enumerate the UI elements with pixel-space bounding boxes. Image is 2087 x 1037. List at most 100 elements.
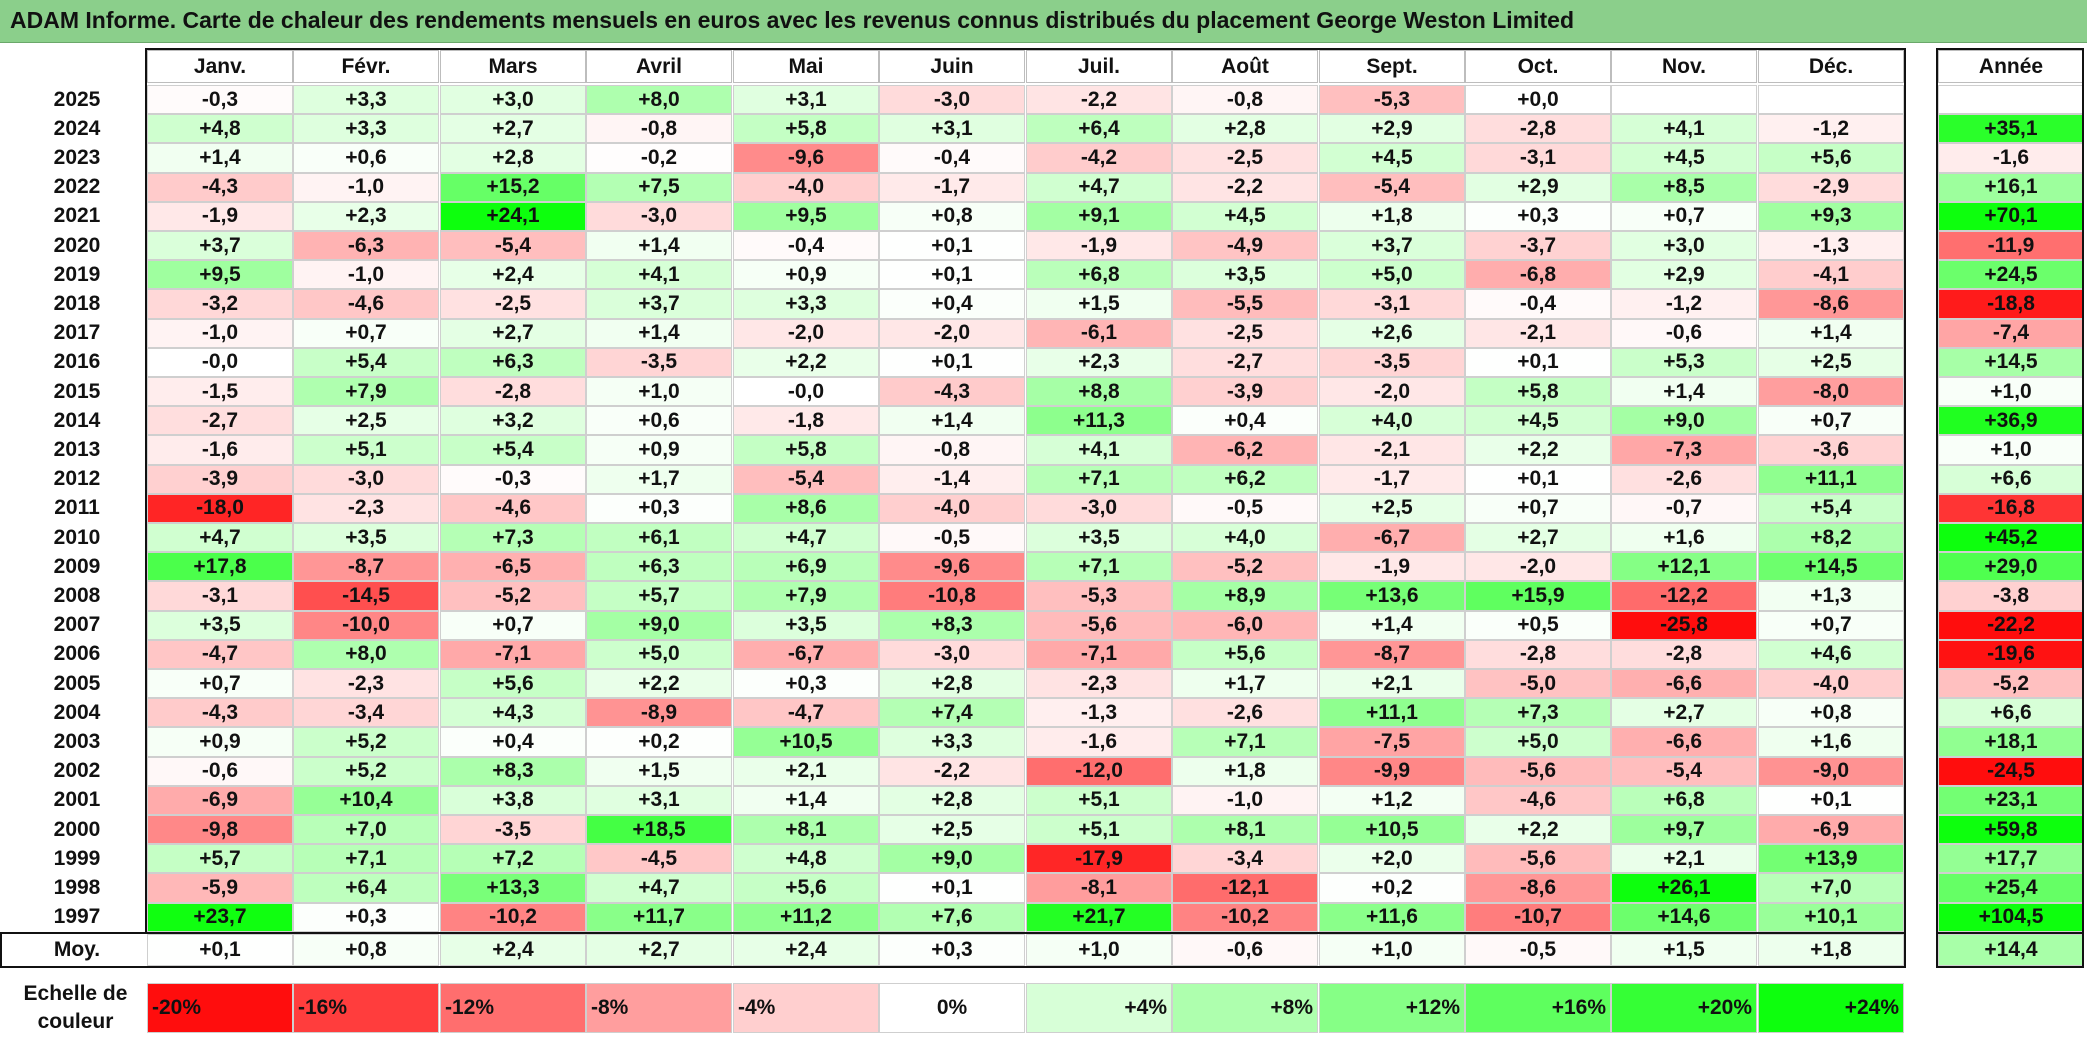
heatmap-cell: +3,0 (440, 85, 586, 115)
heatmap-cell: -8,0 (1758, 377, 1904, 407)
heatmap-cell: -2,8 (440, 377, 586, 407)
annual-cell: +29,0 (1938, 552, 2084, 582)
heatmap-cell: +2,2 (1465, 435, 1611, 465)
annual-cell: +6,6 (1938, 464, 2084, 494)
heatmap-cell: -4,9 (1172, 231, 1318, 261)
heatmap-cell: +2,1 (1611, 844, 1757, 874)
heatmap-cell: -2,1 (1465, 318, 1611, 348)
heatmap-cell: +4,7 (1026, 172, 1172, 202)
heatmap-cell: +4,5 (1465, 406, 1611, 436)
heatmap-cell: -5,2 (440, 581, 586, 611)
heatmap-cell: -8,6 (1465, 873, 1611, 903)
heatmap-cell: -3,5 (1319, 347, 1465, 377)
annual-cell: -7,4 (1938, 318, 2084, 348)
heatmap-cell: -1,9 (1319, 552, 1465, 582)
heatmap-cell: -3,1 (1319, 289, 1465, 319)
month-header: Juin (879, 50, 1025, 83)
annual-cell: -5,2 (1938, 669, 2084, 699)
heatmap-cell: +7,1 (293, 844, 439, 874)
heatmap-cell: +3,1 (879, 114, 1025, 144)
year-label: 2010 (10, 523, 144, 553)
heatmap-cell: +1,4 (1611, 377, 1757, 407)
heatmap-cell: -1,3 (1758, 231, 1904, 261)
heatmap-cell: -4,5 (586, 844, 732, 874)
heatmap-cell: +5,6 (1172, 639, 1318, 669)
heatmap-cell: +0,7 (1465, 493, 1611, 523)
heatmap-cell: -2,2 (879, 756, 1025, 786)
heatmap-cell: -0,4 (879, 143, 1025, 173)
heatmap-cell: -1,9 (1026, 231, 1172, 261)
average-cell: +1,0 (1026, 934, 1172, 966)
heatmap-cell: +0,1 (879, 873, 1025, 903)
heatmap-cell: +7,2 (440, 844, 586, 874)
heatmap-cell: +3,1 (586, 785, 732, 815)
heatmap-cell: -3,5 (440, 815, 586, 845)
heatmap-cell: +1,8 (1172, 756, 1318, 786)
heatmap-cell: +24,1 (440, 201, 586, 231)
heatmap-cell: +2,3 (293, 201, 439, 231)
heatmap-cell: +5,3 (1611, 347, 1757, 377)
heatmap-cell: +2,3 (1026, 347, 1172, 377)
average-cell: +2,4 (440, 934, 586, 966)
year-label: 2001 (10, 785, 144, 815)
scale-cell: +24% (1758, 983, 1904, 1033)
heatmap-cell: -1,0 (147, 318, 293, 348)
heatmap-cell: +8,0 (293, 639, 439, 669)
heatmap-cell: -5,6 (1026, 610, 1172, 640)
heatmap-cell: -3,4 (1172, 844, 1318, 874)
annual-cell: +6,6 (1938, 698, 2084, 728)
heatmap-cell: -2,3 (293, 669, 439, 699)
heatmap-cell: +5,0 (586, 639, 732, 669)
heatmap-cell: +4,5 (1172, 201, 1318, 231)
heatmap-cell: +17,8 (147, 552, 293, 582)
month-header: Nov. (1611, 50, 1757, 83)
heatmap-cell: +3,5 (1172, 260, 1318, 290)
heatmap-cell: +0,4 (879, 289, 1025, 319)
heatmap-cell: +4,1 (1611, 114, 1757, 144)
year-label: 2002 (10, 756, 144, 786)
month-header: Janv. (147, 50, 293, 83)
scale-cell: -4% (733, 983, 879, 1033)
heatmap-cell: -6,8 (1465, 260, 1611, 290)
heatmap-cell: -4,6 (440, 493, 586, 523)
heatmap-cell: -6,1 (1026, 318, 1172, 348)
heatmap-cell: -3,4 (293, 698, 439, 728)
heatmap-cell: -12,0 (1026, 756, 1172, 786)
heatmap-cell: +7,3 (440, 523, 586, 553)
heatmap-cell: +10,5 (1319, 815, 1465, 845)
heatmap-cell: -0,6 (1611, 318, 1757, 348)
heatmap-cell: -10,2 (440, 902, 586, 932)
heatmap-cell: +13,9 (1758, 844, 1904, 874)
heatmap-cell: +0,1 (879, 347, 1025, 377)
heatmap-cell: +3,2 (440, 406, 586, 436)
heatmap-cell: +1,4 (1319, 610, 1465, 640)
heatmap-cell: -2,8 (1465, 114, 1611, 144)
heatmap-cell: +1,4 (879, 406, 1025, 436)
annual-cell (1938, 85, 2084, 115)
heatmap-cell: +4,7 (733, 523, 879, 553)
heatmap-cell: -0,4 (1465, 289, 1611, 319)
heatmap-cell: +1,2 (1319, 785, 1465, 815)
heatmap-cell: -5,3 (1026, 581, 1172, 611)
heatmap-cell: -2,0 (1319, 377, 1465, 407)
heatmap-cell: +14,5 (1758, 552, 1904, 582)
scale-cell: -12% (440, 983, 586, 1033)
heatmap-cell: +6,3 (440, 347, 586, 377)
heatmap-cell: +4,5 (1611, 143, 1757, 173)
heatmap-cell: +0,6 (293, 143, 439, 173)
heatmap-cell: +9,0 (1611, 406, 1757, 436)
scale-cell: 0% (879, 983, 1025, 1033)
heatmap-cell: -1,7 (879, 172, 1025, 202)
heatmap-cell: +6,8 (1026, 260, 1172, 290)
heatmap-cell: +3,5 (1026, 523, 1172, 553)
year-label: 1997 (10, 902, 144, 932)
heatmap-cell: +2,8 (879, 669, 1025, 699)
heatmap-cell: -0,8 (879, 435, 1025, 465)
heatmap-cell: -6,9 (147, 785, 293, 815)
heatmap-cell: +23,7 (147, 902, 293, 932)
heatmap-cell: -5,4 (733, 464, 879, 494)
heatmap-cell: -12,1 (1172, 873, 1318, 903)
year-label: 2011 (10, 493, 144, 523)
heatmap-cell: -4,3 (147, 172, 293, 202)
annual-header: Année (1938, 50, 2084, 83)
